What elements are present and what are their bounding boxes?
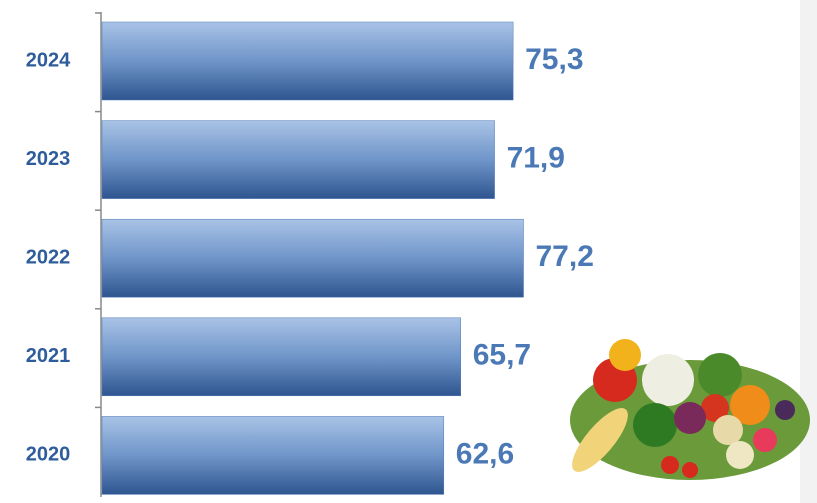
bar bbox=[102, 318, 461, 396]
category-label: 2023 bbox=[26, 148, 71, 170]
vegetables-image bbox=[564, 339, 810, 480]
value-label: 71,9 bbox=[507, 142, 565, 175]
bar bbox=[102, 416, 444, 494]
category-label: 2024 bbox=[26, 49, 71, 71]
category-label: 2020 bbox=[26, 444, 71, 466]
value-label: 65,7 bbox=[473, 339, 531, 372]
value-label: 77,2 bbox=[536, 240, 594, 273]
chart: 2024 75,3 2023 71,9 2022 77,2 2021 65,7 2020 62,6 bbox=[0, 0, 817, 503]
category-label: 2021 bbox=[26, 345, 71, 367]
category-label: 2022 bbox=[26, 246, 71, 268]
value-label: 75,3 bbox=[525, 43, 583, 76]
bar bbox=[102, 22, 513, 100]
value-label: 62,6 bbox=[456, 437, 514, 470]
bar bbox=[102, 121, 495, 199]
page: 2024 75,3 2023 71,9 2022 77,2 2021 65,7 2020 62,6… bbox=[0, 0, 817, 503]
bar bbox=[102, 219, 524, 297]
